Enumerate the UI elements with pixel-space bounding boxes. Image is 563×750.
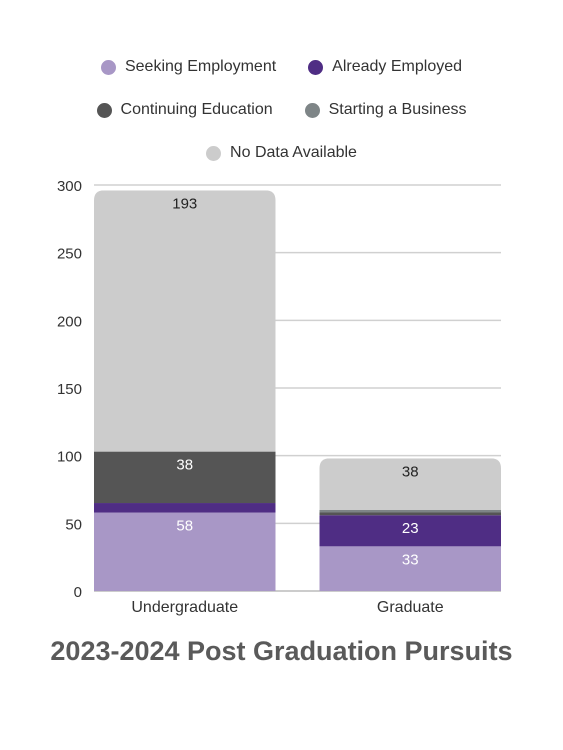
- bar-segment-undergraduate-no-data-available: [94, 190, 276, 452]
- legend-row-3: No Data Available: [0, 144, 563, 162]
- data-label-graduate-no-data-available: 38: [402, 463, 419, 480]
- legend-row-1: Seeking Employment Already Employed: [0, 58, 563, 76]
- data-label-graduate-seeking-employment: 33: [402, 551, 419, 568]
- y-tick-label-0: 0: [74, 584, 82, 601]
- x-tick-label-undergraduate: Undergraduate: [131, 599, 238, 616]
- legend-label-seeking-employment: Seeking Employment: [124, 58, 277, 75]
- legend-swatch-continuing-education: [96, 102, 112, 118]
- legend-item-continuing-education[interactable]: Continuing Education: [96, 101, 273, 119]
- legend-item-seeking-employment[interactable]: Seeking Employment: [100, 58, 277, 76]
- y-tick-label-250: 250: [57, 246, 82, 263]
- stacked-bar-chart: 0 50 100 150 200 250 300 58 38 193 Undergraduate 33…: [57, 178, 501, 616]
- legend-swatch-seeking-employment: [100, 59, 116, 75]
- data-label-undergraduate-seeking-employment: 58: [176, 518, 193, 535]
- bar-segment-undergraduate-seeking-employment: [94, 512, 276, 591]
- bar-segment-undergraduate-already-employed: [94, 503, 276, 513]
- y-tick-label-300: 300: [57, 178, 82, 195]
- y-tick-label-100: 100: [57, 449, 82, 466]
- y-tick-label-50: 50: [65, 516, 82, 533]
- legend-label-starting-a-business: Starting a Business: [328, 101, 467, 118]
- bar-segment-graduate-seeking-employment: [319, 546, 501, 591]
- y-tick-label-200: 200: [57, 313, 82, 330]
- data-label-graduate-already-employed: 23: [402, 520, 419, 537]
- legend-item-starting-a-business[interactable]: Starting a Business: [304, 101, 467, 119]
- y-tick-label-150: 150: [57, 381, 82, 398]
- legend-swatch-no-data-available: [206, 145, 222, 161]
- bar-segment-undergraduate-continuing-education: [94, 451, 276, 504]
- bar-segment-graduate-no-data-available: [319, 458, 501, 510]
- legend-item-already-employed[interactable]: Already Employed: [308, 58, 462, 76]
- legend-row-2: Continuing Education Starting a Business: [0, 101, 563, 119]
- legend-swatch-starting-a-business: [304, 102, 320, 118]
- data-label-undergraduate-no-data-available: 193: [172, 195, 197, 212]
- bar-segment-graduate-starting-a-business: [319, 509, 501, 513]
- x-tick-label-graduate: Graduate: [377, 599, 444, 616]
- bar-segment-graduate-continuing-education: [319, 512, 501, 516]
- legend-item-no-data-available[interactable]: No Data Available: [206, 144, 357, 162]
- chart-title: 2023-2024 Post Graduation Pursuits: [50, 636, 513, 666]
- legend-label-no-data-available: No Data Available: [230, 144, 357, 161]
- legend-label-continuing-education: Continuing Education: [120, 101, 273, 118]
- data-label-undergraduate-continuing-education: 38: [176, 457, 193, 474]
- bar-segment-graduate-already-employed: [319, 515, 501, 547]
- legend-label-already-employed: Already Employed: [332, 58, 463, 75]
- legend-swatch-already-employed: [308, 59, 324, 75]
